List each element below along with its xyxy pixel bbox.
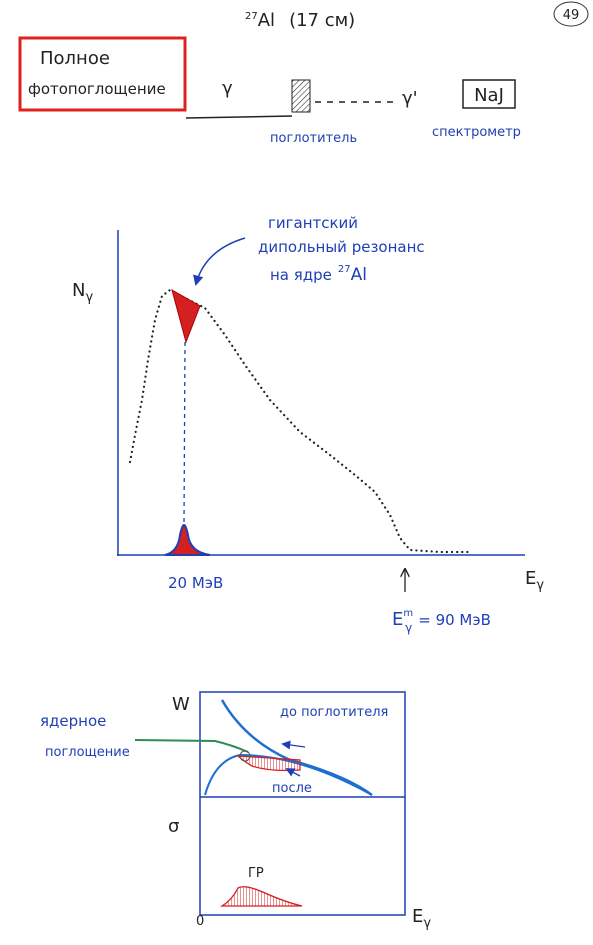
annotation-line: гигантский xyxy=(268,214,358,232)
thickness: (17 см) xyxy=(289,10,355,31)
nuclear-curve xyxy=(134,739,249,753)
box-line: Полное xyxy=(40,48,110,69)
y-label-sub: γ xyxy=(85,290,93,305)
plot-frame xyxy=(199,691,406,916)
before-label: до поглотителя xyxy=(280,705,388,720)
title: 27Al (17 см) xyxy=(245,10,355,31)
title-box xyxy=(18,36,187,112)
x-label-sub: γ xyxy=(423,916,431,931)
y-label: N xyxy=(72,280,85,301)
spectrum-dots xyxy=(128,288,472,554)
nuclear-line: ядерное xyxy=(40,712,106,730)
endpoint-label: Em γ = 90 МэВ xyxy=(392,608,491,635)
peak-label: 20 МэВ xyxy=(168,574,223,592)
after-label: после xyxy=(272,781,312,796)
w-label: W xyxy=(172,694,190,715)
endpoint-sub: γ xyxy=(405,621,412,635)
annotation-line: дипольный резонанс xyxy=(258,238,425,256)
x-axis-label: Eγ xyxy=(412,906,431,931)
peak-projection xyxy=(183,341,186,523)
detector-box xyxy=(462,79,516,109)
endpoint-symbol: E xyxy=(392,609,403,630)
annotation-symbol: Al xyxy=(351,265,367,285)
annotation-arrow xyxy=(193,237,246,287)
gdr-label: ГР xyxy=(248,866,264,881)
box-line: фотопоглощение xyxy=(28,80,166,98)
endpoint-value: = 90 МэВ xyxy=(418,611,491,629)
absorbed-region xyxy=(236,755,301,772)
spectrometer-label: спектрометр xyxy=(432,125,521,140)
measured-peak xyxy=(164,524,211,556)
dip-marker xyxy=(239,750,251,762)
x-label-sub: γ xyxy=(536,578,544,593)
annotation-mass: 27 xyxy=(338,264,351,275)
y-axis-label: Nγ xyxy=(72,280,93,305)
x-label: E xyxy=(525,568,536,589)
annotation-text: на ядре xyxy=(270,266,332,284)
before-arrow xyxy=(281,740,306,750)
annotation-line: на ядре 27Al xyxy=(270,264,367,285)
isotope-symbol: Al xyxy=(258,10,275,31)
beam-line xyxy=(185,115,293,119)
absorber xyxy=(291,79,311,113)
page-number: 49 xyxy=(563,8,580,23)
isotope-mass: 27 xyxy=(245,11,258,22)
after-arrow xyxy=(285,768,301,777)
gamma-in: γ xyxy=(222,78,233,99)
absorber-label: поглотитель xyxy=(270,131,357,146)
resonance-peak xyxy=(171,288,201,344)
x-axis-label: Eγ xyxy=(525,568,544,593)
gdr-peak xyxy=(219,886,303,907)
endpoint-sup: m xyxy=(403,608,413,619)
nuclear-line: поглощение xyxy=(45,745,130,760)
x-label: E xyxy=(412,906,423,927)
detector: NaJ xyxy=(474,85,504,106)
gamma-out: γ' xyxy=(402,88,418,109)
sigma-label: σ xyxy=(168,816,179,837)
page-number-circle xyxy=(553,1,589,27)
origin-label: 0 xyxy=(196,914,204,929)
